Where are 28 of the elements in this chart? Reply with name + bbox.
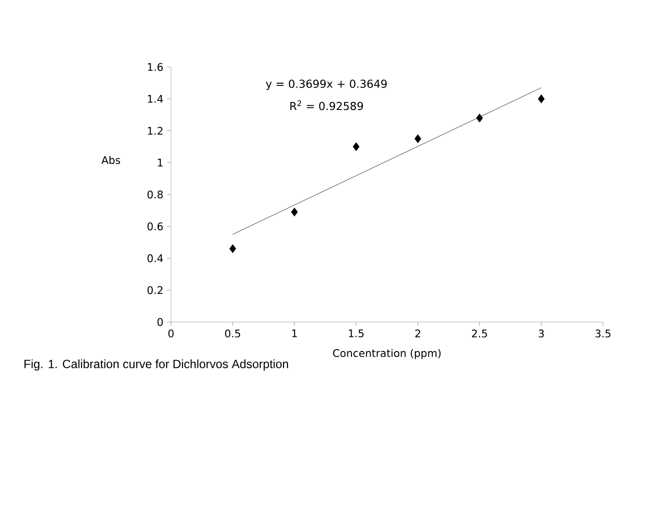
point [229,244,236,254]
point [538,94,545,104]
caption: Fig. 1. Calibration curve for Dichlorvos Adsorption [24,359,288,371]
annotation: R$^{2}$ = 0.92589 [290,100,363,110]
x-tick-label: 0.5 [225,330,240,338]
y-tick-label: 0.6 [148,222,163,230]
x-tick-label: 1.5 [348,330,364,338]
x-tick-label: 1 [292,330,297,338]
point [291,208,298,216]
point [414,134,422,144]
y-tick-label: 1.6 [148,63,163,71]
annotation: y = 0.3699x + 0.3649 [266,80,387,90]
y-axis-title: Abs [101,156,120,164]
y-tick-label: 0.8 [148,190,163,198]
y-tick-label: 1 [158,158,163,166]
y-tick-label: 1.4 [148,95,163,103]
point [476,114,483,122]
x-tick-label: 2 [415,330,420,338]
y-tick-label: 0.4 [148,254,163,262]
y-tick-label: 0.2 [148,286,162,294]
x-tick-label: 3 [538,330,544,338]
x-axis-title: Concentration (ppm) [333,348,441,360]
point [352,142,360,152]
x-tick-label: 2.5 [472,330,487,338]
x-tick-label: 0 [168,330,174,338]
y-tick-label: 0 [158,318,163,326]
x-tick-label: 3.5 [595,330,610,338]
y-tick-label: 1.2 [148,126,162,135]
